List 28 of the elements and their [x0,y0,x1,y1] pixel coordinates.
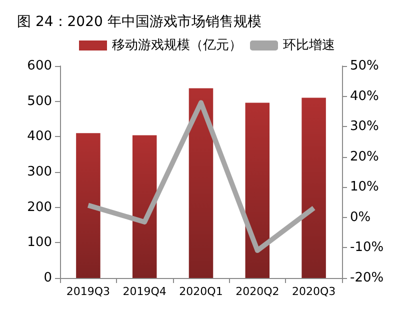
y2-tick-label: 30% [350,119,379,134]
y-tick-label: 500 [27,94,52,109]
bar [245,102,270,278]
x-tick-label: 2020Q3 [292,285,336,298]
bar [76,133,100,278]
y2-tick-label: -10% [350,240,384,256]
bar [188,88,214,278]
y2-tick-label: -20% [350,270,384,286]
bar [132,135,157,278]
y2-tick-label: 0% [350,210,371,225]
x-tick-label: 2020Q2 [236,285,280,298]
y2-tick-label: 50% [350,58,379,74]
bar [302,98,326,278]
y2-tick-label: 20% [350,149,379,164]
y-tick-label: 300 [27,164,52,180]
y-tick-label: 100 [27,235,52,250]
x-tick-label: 2020Q1 [179,285,223,298]
y2-tick-label: 40% [350,88,379,104]
y-tick-label: 600 [27,58,52,74]
legend-label: 移动游戏规模（亿元） [112,38,242,53]
legend-label: 环比增速 [283,38,335,53]
x-tick-label: 2019Q4 [122,285,166,298]
y-tick-label: 200 [27,200,52,215]
y-tick-label: 400 [27,129,52,144]
y2-tick-label: 10% [350,180,379,195]
x-tick-label: 2019Q3 [66,285,110,298]
chart-title: 图 24：2020 年中国游戏市场销售规模 [17,14,262,30]
y-tick-label: 0 [44,270,52,286]
